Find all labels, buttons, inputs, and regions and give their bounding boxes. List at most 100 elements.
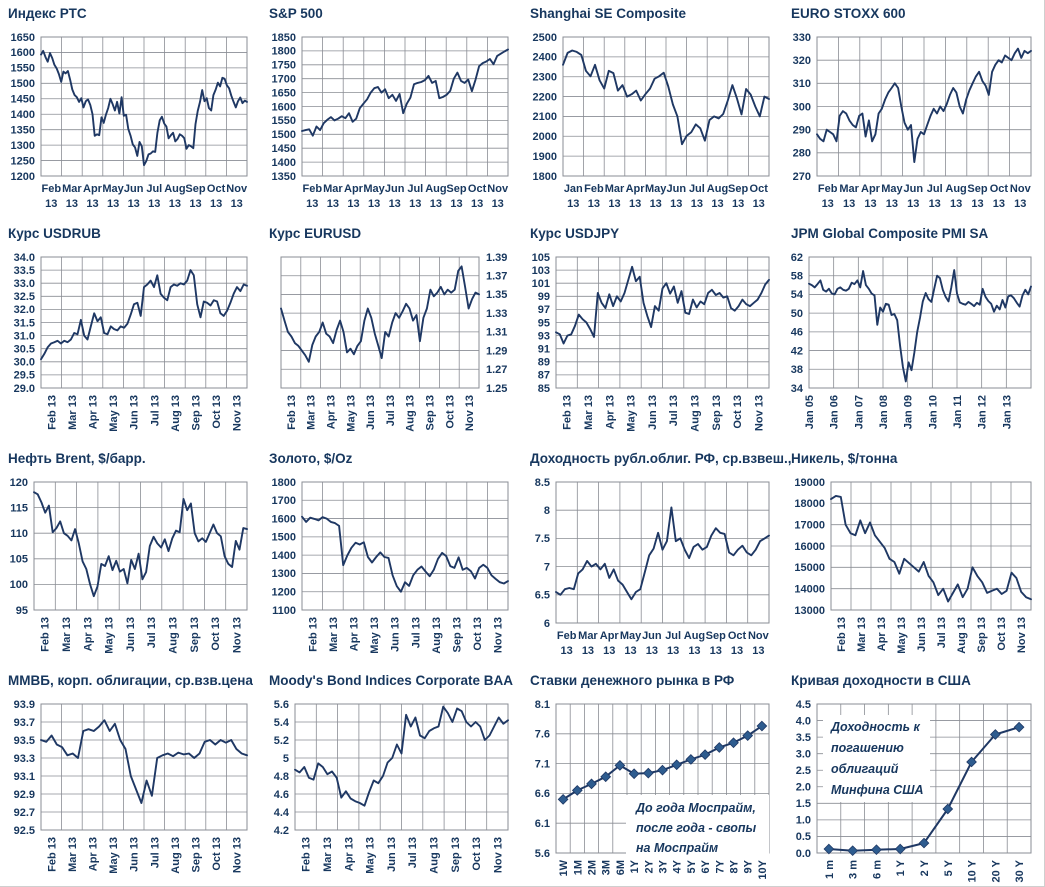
svg-text:1800: 1800 (272, 46, 296, 58)
svg-text:Jun 13: Jun 13 (386, 837, 398, 872)
chart-rf-money-market: Ставки денежного рынка в РФ 8.1 7.6 7.1 6.6… (522, 667, 783, 886)
svg-text:13: 13 (691, 198, 703, 210)
svg-text:16000: 16000 (794, 541, 825, 553)
svg-text:50: 50 (791, 308, 803, 320)
svg-text:115: 115 (10, 502, 28, 514)
svg-text:13: 13 (107, 198, 119, 210)
svg-text:Jan 09: Jan 09 (903, 395, 915, 429)
svg-text:5Y: 5Y (686, 859, 698, 873)
svg-text:1550: 1550 (11, 63, 35, 75)
chart-title-usdrub: Курс USDRUB (8, 226, 101, 241)
svg-text:May 13: May 13 (369, 617, 381, 654)
svg-text:1300: 1300 (11, 140, 35, 152)
svg-text:58: 58 (791, 271, 803, 283)
svg-text:54: 54 (791, 289, 804, 301)
svg-text:2300: 2300 (533, 72, 557, 84)
svg-text:32.5: 32.5 (14, 291, 35, 303)
svg-text:18000: 18000 (794, 498, 825, 510)
svg-text:Oct: Oct (728, 630, 747, 642)
svg-text:13: 13 (710, 645, 722, 657)
svg-text:Sep 13: Sep 13 (452, 617, 464, 652)
chart-gold: Золото, $/Oz 1800 1700 1600 1500 1400 1300 120… (261, 445, 522, 667)
svg-text:Aug 13: Aug 13 (428, 837, 440, 874)
svg-text:Jun: Jun (904, 183, 924, 195)
chart-usdjpy: Курс USDJPY 105 103 101 99 97 95 93 91 89 87 85 Feb… (522, 220, 783, 445)
svg-text:Oct 13: Oct 13 (211, 395, 223, 429)
svg-text:1600: 1600 (11, 47, 35, 59)
svg-text:30.5: 30.5 (14, 344, 35, 356)
svg-text:30.0: 30.0 (14, 357, 35, 369)
svg-text:1500: 1500 (11, 78, 35, 90)
svg-text:1 Y: 1 Y (895, 859, 907, 876)
svg-text:Jul: Jul (407, 183, 423, 195)
svg-text:93.7: 93.7 (14, 717, 35, 729)
svg-text:Apr 13: Apr 13 (604, 395, 616, 429)
rub-bond-yield-plot: 8.5 8 7.5 7 6.5 6 Feb 13 Mar 13 Apr 13 May 13 Jun 13 Jul… (535, 477, 770, 657)
svg-text:Sep 13: Sep 13 (191, 837, 203, 872)
svg-text:13: 13 (66, 198, 78, 210)
chart-shanghai-composite: Shanghai SE Composite 2500 2400 2300 2200 21… (522, 0, 783, 220)
chart-title-sp500: S&P 500 (269, 6, 326, 21)
svg-text:Mar: Mar (578, 630, 598, 642)
svg-text:6.5: 6.5 (535, 590, 550, 602)
svg-text:13: 13 (822, 198, 834, 210)
svg-text:3 m: 3 m (848, 860, 860, 879)
svg-text:13: 13 (1014, 198, 1026, 210)
svg-text:May 13: May 13 (626, 395, 638, 432)
svg-text:Sep 13: Sep 13 (976, 617, 988, 652)
chart-us-yield-curve: Кривая доходности в США 4.5 4.0 3.5 3.0 2.5 2… (783, 667, 1044, 886)
svg-text:Jul: Jul (665, 630, 681, 642)
svg-text:Sep 13: Sep 13 (711, 395, 723, 430)
svg-text:1200: 1200 (272, 587, 296, 599)
chart-title-micex-corp-bonds: ММВБ, корп. облигации, ср.взв.цена (8, 673, 253, 688)
svg-text:Feb 13: Feb 13 (562, 395, 574, 430)
svg-text:8: 8 (544, 505, 550, 517)
svg-text:13: 13 (711, 198, 723, 210)
svg-text:Jun: Jun (385, 183, 405, 195)
svg-text:Apr 13: Apr 13 (82, 617, 94, 651)
svg-text:Jun 13: Jun 13 (125, 617, 137, 652)
svg-text:87: 87 (538, 370, 550, 382)
chart-brent: Нефть Brent, $/барр. 120 115 110 105 100 95 Fe… (0, 445, 261, 667)
svg-text:Jun 13: Jun 13 (129, 837, 141, 872)
svg-text:Feb 13: Feb 13 (301, 837, 313, 872)
svg-text:Jun 13: Jun 13 (916, 617, 928, 652)
svg-text:Mar 13: Mar 13 (306, 395, 318, 430)
svg-text:8Y: 8Y (729, 859, 741, 873)
svg-text:92.5: 92.5 (14, 825, 35, 837)
svg-text:13: 13 (731, 645, 743, 657)
svg-text:1400: 1400 (11, 109, 35, 121)
svg-text:1850: 1850 (272, 32, 296, 44)
svg-text:5: 5 (283, 753, 289, 765)
svg-text:4.8: 4.8 (274, 771, 289, 783)
svg-text:13: 13 (843, 198, 855, 210)
svg-text:May 13: May 13 (108, 395, 120, 432)
svg-text:Aug: Aug (425, 183, 446, 195)
svg-text:Nov 13: Nov 13 (492, 837, 504, 873)
svg-text:13: 13 (582, 645, 594, 657)
svg-text:13: 13 (561, 645, 573, 657)
svg-text:30 Y: 30 Y (1014, 859, 1026, 882)
svg-text:Jul: Jul (146, 183, 162, 195)
svg-text:91: 91 (538, 344, 550, 356)
svg-text:92.7: 92.7 (14, 807, 35, 819)
svg-text:Oct: Oct (468, 183, 487, 195)
svg-text:6M: 6M (615, 860, 627, 875)
svg-text:13: 13 (864, 198, 876, 210)
chart-micex-corp-bonds: ММВБ, корп. облигации, ср.взв.цена 93.9 9… (0, 667, 261, 886)
svg-text:4.2: 4.2 (274, 825, 289, 837)
svg-text:2Y: 2Y (643, 859, 655, 873)
svg-text:13: 13 (667, 645, 679, 657)
svg-text:29.0: 29.0 (14, 383, 35, 395)
svg-text:Aug 13: Aug 13 (689, 395, 701, 432)
chart-moodys-baa: Moody's Bond Indices Corporate BAA 5.6 5.… (261, 667, 522, 886)
svg-text:Nov 13: Nov 13 (232, 837, 244, 873)
brent-plot: 120 115 110 105 100 95 Feb 13 Mar 13 Apr 13 May 1… (10, 477, 248, 654)
svg-text:13: 13 (732, 198, 744, 210)
svg-text:Feb: Feb (557, 630, 577, 642)
micex-corp-bonds-plot: 93.9 93.7 93.5 93.3 93.1 92.9 92.7 92.5 Feb 13 Ma… (14, 699, 248, 874)
chart-title-moodys-baa: Moody's Bond Indices Corporate BAA (269, 673, 516, 688)
svg-text:погашению: погашению (831, 741, 904, 755)
svg-text:Aug 13: Aug 13 (405, 395, 417, 432)
